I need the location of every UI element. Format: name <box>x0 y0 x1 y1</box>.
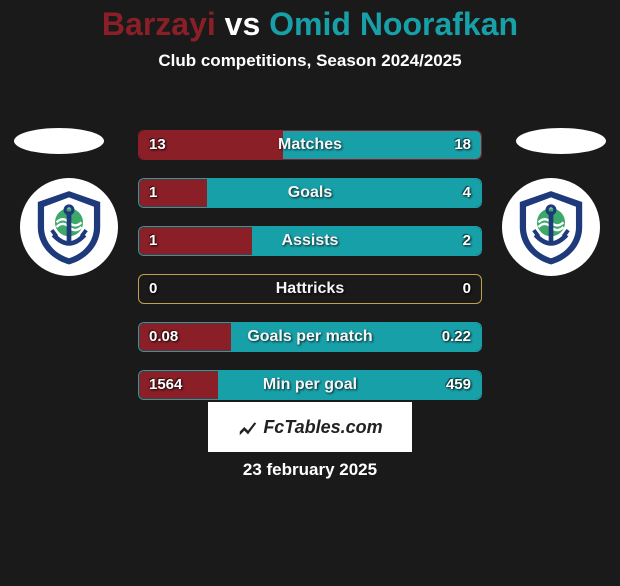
stat-label: Min per goal <box>139 371 481 399</box>
player-b-name: Omid Noorafkan <box>269 6 518 42</box>
subtitle: Club competitions, Season 2024/2025 <box>0 51 620 71</box>
stats-bars: 13Matches18 1Goals4 1Assists2 0Hattricks0 0.… <box>138 130 482 418</box>
fctables-logo[interactable]: FcTables.com <box>208 402 412 452</box>
stat-label: Matches <box>139 131 481 159</box>
stat-row-hattricks: 0Hattricks0 <box>138 274 482 304</box>
value-b: 0 <box>463 275 471 303</box>
page-title: Barzayi vs Omid Noorafkan <box>0 6 620 43</box>
brand-text: FcTables.com <box>263 417 382 438</box>
club-badge-left <box>20 178 118 276</box>
vs-text: vs <box>225 6 261 42</box>
value-b: 0.22 <box>442 323 471 351</box>
date-text: 23 february 2025 <box>0 460 620 480</box>
value-b: 459 <box>446 371 471 399</box>
club-badge-right <box>502 178 600 276</box>
stat-row-min-per-goal: 1564Min per goal459 <box>138 370 482 400</box>
flag-right <box>516 128 606 154</box>
value-b: 18 <box>454 131 471 159</box>
stat-label: Hattricks <box>139 275 481 303</box>
stat-label: Goals <box>139 179 481 207</box>
stat-row-goals-per-match: 0.08Goals per match0.22 <box>138 322 482 352</box>
stat-row-goals: 1Goals4 <box>138 178 482 208</box>
chart-icon <box>237 416 259 438</box>
player-a-name: Barzayi <box>102 6 216 42</box>
stat-row-matches: 13Matches18 <box>138 130 482 160</box>
stat-row-assists: 1Assists2 <box>138 226 482 256</box>
stat-label: Goals per match <box>139 323 481 351</box>
flag-left <box>14 128 104 154</box>
value-b: 2 <box>463 227 471 255</box>
stat-label: Assists <box>139 227 481 255</box>
value-b: 4 <box>463 179 471 207</box>
